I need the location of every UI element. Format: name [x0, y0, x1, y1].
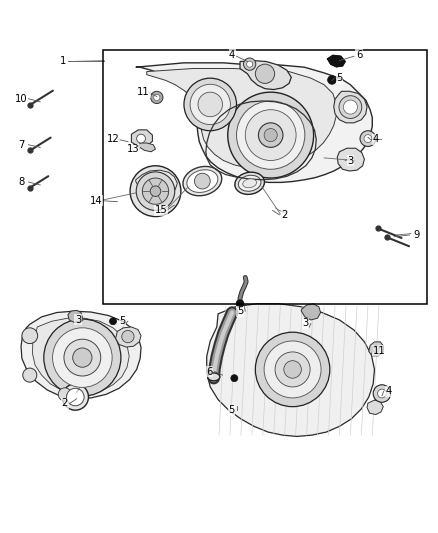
- Circle shape: [122, 330, 134, 343]
- Circle shape: [328, 76, 336, 84]
- Text: 4: 4: [373, 134, 379, 144]
- Circle shape: [364, 135, 372, 142]
- Polygon shape: [301, 304, 321, 320]
- Text: 7: 7: [18, 140, 24, 150]
- Ellipse shape: [183, 166, 222, 196]
- Circle shape: [151, 91, 163, 103]
- Circle shape: [343, 100, 357, 114]
- Text: 3: 3: [347, 156, 353, 166]
- Text: 3: 3: [303, 318, 309, 328]
- Circle shape: [136, 172, 175, 211]
- Circle shape: [378, 389, 386, 398]
- Text: 2: 2: [282, 210, 288, 220]
- Polygon shape: [207, 304, 374, 437]
- Polygon shape: [32, 318, 129, 393]
- Circle shape: [194, 173, 210, 189]
- Circle shape: [247, 61, 253, 67]
- Circle shape: [255, 332, 330, 407]
- Circle shape: [64, 339, 101, 376]
- Text: 15: 15: [155, 205, 168, 215]
- Circle shape: [150, 186, 161, 197]
- Circle shape: [154, 94, 160, 101]
- Ellipse shape: [187, 169, 218, 192]
- Circle shape: [237, 101, 305, 169]
- Polygon shape: [240, 61, 291, 90]
- Circle shape: [142, 178, 169, 204]
- Circle shape: [244, 58, 256, 70]
- Circle shape: [53, 328, 112, 387]
- Circle shape: [360, 131, 376, 147]
- Text: 5: 5: [228, 405, 234, 415]
- Circle shape: [264, 128, 277, 142]
- Polygon shape: [369, 342, 384, 356]
- Text: 5: 5: [336, 73, 343, 83]
- Circle shape: [62, 384, 88, 410]
- Circle shape: [22, 328, 38, 344]
- Bar: [103, 50, 427, 304]
- Polygon shape: [337, 148, 364, 171]
- Polygon shape: [131, 130, 152, 147]
- Circle shape: [264, 341, 321, 398]
- Circle shape: [73, 348, 92, 367]
- Text: 2: 2: [62, 398, 68, 408]
- Polygon shape: [136, 63, 372, 182]
- Polygon shape: [21, 311, 141, 399]
- Ellipse shape: [243, 179, 257, 188]
- Circle shape: [190, 84, 230, 125]
- Polygon shape: [116, 327, 141, 347]
- Circle shape: [236, 300, 244, 308]
- Text: 6: 6: [206, 367, 212, 377]
- Text: 4: 4: [229, 50, 235, 60]
- Polygon shape: [138, 143, 155, 152]
- Circle shape: [198, 92, 223, 117]
- Polygon shape: [147, 69, 336, 168]
- Text: 10: 10: [15, 94, 27, 104]
- Circle shape: [130, 166, 181, 216]
- Text: 4: 4: [386, 386, 392, 397]
- Polygon shape: [334, 91, 367, 123]
- Circle shape: [372, 345, 379, 352]
- Text: 1: 1: [60, 55, 67, 66]
- Text: 12: 12: [106, 134, 120, 144]
- Text: 8: 8: [18, 177, 24, 187]
- Circle shape: [137, 134, 145, 143]
- Circle shape: [110, 318, 117, 325]
- Polygon shape: [68, 310, 82, 322]
- Text: 3: 3: [75, 315, 81, 325]
- Text: 13: 13: [127, 144, 140, 154]
- Text: 14: 14: [90, 196, 102, 206]
- Circle shape: [228, 92, 314, 178]
- Text: 5: 5: [120, 316, 126, 326]
- Circle shape: [255, 64, 275, 84]
- Text: 5: 5: [237, 306, 243, 316]
- Circle shape: [373, 385, 391, 402]
- Ellipse shape: [238, 175, 261, 191]
- Circle shape: [339, 96, 362, 118]
- Circle shape: [23, 368, 37, 382]
- Circle shape: [275, 352, 310, 387]
- Polygon shape: [136, 170, 177, 197]
- Polygon shape: [367, 400, 383, 415]
- Text: 9: 9: [413, 230, 419, 240]
- Text: 6: 6: [356, 50, 362, 60]
- Circle shape: [184, 78, 237, 131]
- Text: 11: 11: [372, 345, 385, 356]
- Circle shape: [245, 110, 296, 160]
- Circle shape: [44, 319, 121, 396]
- Circle shape: [67, 388, 84, 406]
- Circle shape: [58, 388, 71, 401]
- Circle shape: [231, 375, 238, 382]
- Ellipse shape: [235, 172, 265, 195]
- Circle shape: [284, 361, 301, 378]
- Ellipse shape: [208, 373, 220, 381]
- Polygon shape: [328, 55, 345, 67]
- Text: 11: 11: [137, 87, 150, 97]
- Circle shape: [258, 123, 283, 147]
